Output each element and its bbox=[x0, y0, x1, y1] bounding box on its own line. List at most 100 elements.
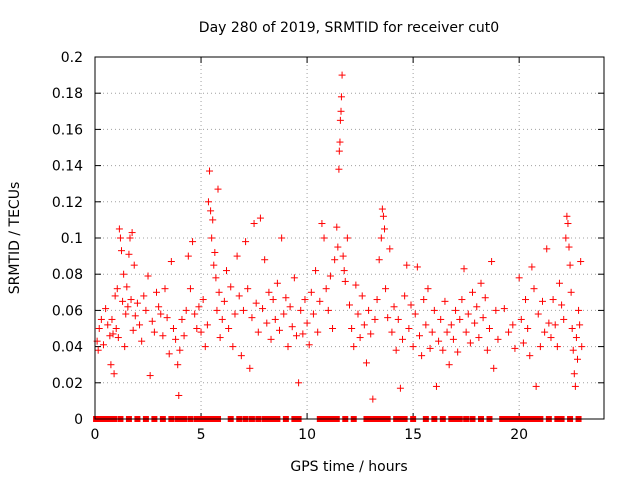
y-tick-label: 0.18 bbox=[52, 86, 83, 102]
data-point bbox=[336, 116, 344, 124]
data-point bbox=[563, 212, 571, 220]
data-point bbox=[235, 292, 243, 300]
y-axis-label: SRMTID / TECUs bbox=[7, 182, 23, 295]
data-point bbox=[99, 341, 107, 349]
data-point bbox=[114, 334, 122, 342]
data-point bbox=[430, 306, 438, 314]
data-point bbox=[532, 382, 540, 390]
data-point bbox=[125, 250, 133, 258]
data-point bbox=[568, 325, 576, 332]
data-point bbox=[309, 310, 317, 318]
data-point bbox=[575, 306, 583, 314]
data-point bbox=[113, 285, 121, 293]
data-point bbox=[286, 303, 294, 311]
data-point bbox=[439, 346, 447, 354]
data-point bbox=[178, 315, 186, 323]
data-point bbox=[384, 314, 392, 322]
data-point bbox=[292, 332, 300, 340]
data-point bbox=[244, 285, 252, 293]
data-point bbox=[415, 332, 423, 340]
data-point bbox=[362, 359, 370, 367]
data-point bbox=[572, 334, 580, 342]
data-point bbox=[208, 234, 216, 242]
data-point bbox=[479, 314, 487, 322]
data-point bbox=[380, 225, 388, 233]
data-point bbox=[379, 212, 387, 220]
data-point bbox=[184, 252, 192, 260]
data-point bbox=[148, 317, 156, 325]
data-point bbox=[161, 285, 169, 293]
data-point bbox=[212, 274, 220, 282]
data-point bbox=[566, 261, 574, 269]
data-point bbox=[121, 343, 129, 351]
data-point bbox=[515, 274, 523, 282]
data-point bbox=[250, 220, 258, 228]
data-point bbox=[334, 243, 342, 251]
data-point bbox=[399, 335, 407, 343]
data-point bbox=[392, 346, 400, 354]
data-point bbox=[553, 343, 561, 351]
data-point bbox=[175, 391, 183, 399]
data-point bbox=[458, 296, 466, 304]
data-point bbox=[336, 138, 344, 146]
data-point bbox=[169, 325, 177, 332]
data-point bbox=[471, 319, 479, 327]
chart-title: Day 280 of 2019, SRMTID for receiver cut… bbox=[199, 20, 499, 36]
data-point bbox=[541, 328, 549, 336]
data-point bbox=[314, 328, 322, 336]
data-point bbox=[560, 315, 568, 323]
data-point bbox=[123, 283, 131, 291]
data-point bbox=[278, 234, 286, 242]
data-point bbox=[401, 292, 409, 300]
data-point bbox=[462, 328, 470, 336]
data-point bbox=[413, 263, 421, 271]
data-point bbox=[106, 332, 114, 340]
data-point bbox=[182, 306, 190, 314]
data-point bbox=[378, 205, 386, 213]
data-point bbox=[485, 325, 493, 332]
data-point bbox=[578, 343, 586, 351]
data-point bbox=[549, 296, 557, 304]
data-point bbox=[290, 274, 298, 282]
data-point bbox=[382, 285, 390, 293]
data-point bbox=[155, 303, 163, 311]
data-point bbox=[394, 315, 402, 323]
data-point bbox=[346, 301, 353, 309]
data-point bbox=[511, 344, 519, 352]
data-point bbox=[577, 258, 585, 266]
data-point bbox=[339, 252, 347, 260]
data-point bbox=[505, 328, 513, 336]
data-point bbox=[490, 364, 498, 372]
grid-lines bbox=[95, 57, 604, 419]
data-point bbox=[142, 306, 150, 314]
data-point bbox=[570, 370, 578, 378]
data-point bbox=[130, 261, 138, 269]
data-point bbox=[456, 315, 464, 323]
data-point bbox=[118, 247, 126, 255]
data-point bbox=[225, 325, 233, 332]
data-point bbox=[220, 297, 228, 305]
data-point bbox=[172, 335, 180, 343]
data-point bbox=[191, 310, 199, 318]
data-point bbox=[273, 279, 281, 287]
data-point bbox=[229, 343, 237, 351]
data-point bbox=[282, 294, 290, 302]
data-point bbox=[307, 288, 315, 296]
data-point bbox=[97, 315, 105, 323]
y-tick-label: 0.02 bbox=[52, 376, 83, 392]
data-point bbox=[422, 321, 430, 329]
data-point bbox=[231, 310, 239, 318]
data-point bbox=[239, 306, 247, 314]
y-tick-label: 0.1 bbox=[61, 231, 83, 247]
data-point bbox=[120, 270, 128, 278]
y-tick-label: 0.08 bbox=[52, 267, 83, 283]
data-points bbox=[93, 71, 586, 422]
data-point bbox=[543, 245, 551, 253]
x-axis-label: GPS time / hours bbox=[290, 459, 407, 475]
data-point bbox=[337, 107, 345, 115]
data-point bbox=[320, 234, 328, 242]
data-point bbox=[209, 216, 217, 224]
data-point bbox=[269, 296, 277, 304]
data-point bbox=[522, 296, 530, 304]
data-point bbox=[252, 299, 260, 307]
